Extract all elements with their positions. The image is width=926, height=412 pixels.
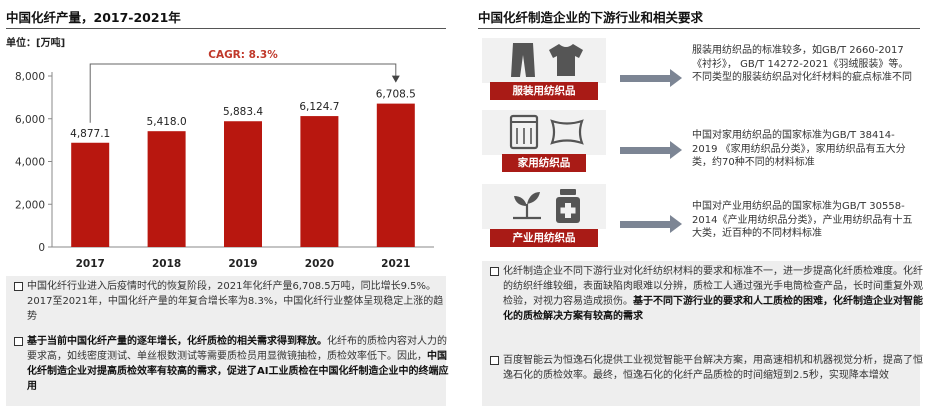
- pillow-icon: [550, 119, 584, 145]
- bar-value-label: 6,708.5: [376, 89, 416, 101]
- right-note-1-bold: 基于不同下游行业的要求和人工质检的困难，化纤制造企业对智能化的质检解决方案有较高…: [503, 296, 923, 322]
- left-note-1-text: 中国化纤行业进入后疫情时代的恢复阶段，2021年化纤产量6,708.5万吨，同比…: [27, 281, 444, 322]
- bar: [300, 116, 339, 247]
- arrow-icon: [620, 215, 682, 233]
- x-tick-label: 2018: [152, 258, 181, 270]
- bar: [71, 142, 110, 247]
- home-textile-icon-box: [482, 110, 606, 155]
- x-tick-label: 2020: [305, 258, 334, 270]
- right-notes: 化纤制造企业不同下游行业对化纤纺织材料的要求和标准不一，进一步提高化纤质检难度。…: [482, 261, 923, 406]
- left-notes: 中国化纤行业进入后疫情时代的恢复阶段，2021年化纤产量6,708.5万吨，同比…: [6, 276, 449, 406]
- production-bar-chart: 0 2,000 4,000 6,000 8,000 4,877.1 2017 5,418.0 2…: [15, 49, 434, 270]
- bar-value-label: 4,877.1: [70, 128, 110, 140]
- tshirt-icon: [549, 44, 583, 76]
- cagr-arrowhead: [391, 75, 400, 83]
- y-tick-label: 2,000: [15, 199, 45, 211]
- left-note-2-text: 化纤布的质检内容对人力的要求高，如线密度测试、单丝根数测试等需要质检员用显微镜抽…: [27, 336, 447, 362]
- apparel-icon-box: [482, 38, 606, 83]
- right-panel-title: 中国化纤制造企业的下游行业和相关要求: [478, 10, 704, 25]
- arrow-icon: [620, 69, 682, 87]
- cagr-bracket: [89, 63, 397, 123]
- category-home-desc: 中国对家用纺织品的国家标准为GB/T 38414-2019 《家用纺织品分类》，…: [692, 130, 906, 168]
- bar: [224, 121, 262, 247]
- bar: [376, 103, 415, 248]
- left-note-2-bold2: 中国化纤制造企业对提高质检效率有较高的需求，促进了AI工业质检在中国化纤制造企业…: [27, 351, 449, 392]
- category-industrial-desc: 中国对产业用纺织品的国家标准为GB/T 30558-2014《产业用纺织品分类》…: [692, 201, 913, 239]
- bar-value-label: 5,418.0: [147, 116, 187, 128]
- checkbox-bullet-icon: [14, 282, 23, 291]
- y-tick-label: 6,000: [15, 114, 45, 126]
- medicine-icon: [556, 189, 580, 223]
- left-note-2: 基于当前中国化纤产量的逐年增长，化纤质检的相关需求得到释放。化纤布的质检内容对人…: [14, 334, 449, 394]
- cagr-label: CAGR: 8.3%: [208, 49, 278, 61]
- x-tick-label: 2021: [381, 258, 410, 270]
- y-tick-label: 8,000: [15, 71, 45, 83]
- y-tick-label: 4,000: [15, 157, 45, 169]
- right-note-1-text: 化纤制造企业不同下游行业对化纤纺织材料的要求和标准不一，进一步提高化纤质检难度。…: [503, 266, 923, 307]
- right-note-2-text: 百度智能云为恒逸石化提供工业视觉智能平台解决方案，用高速相机和机器视觉分析，提高…: [503, 355, 923, 381]
- category-home-label: 家用纺织品: [502, 154, 586, 172]
- sprout-icon: [513, 192, 541, 220]
- unit-label: 单位：[万吨]: [6, 38, 66, 49]
- x-tick-label: 2017: [76, 258, 105, 270]
- category-industrial-label: 产业用纺织品: [490, 229, 598, 247]
- bar-value-label: 6,124.7: [299, 101, 339, 113]
- left-note-2-bold: 基于当前中国化纤产量的逐年增长，化纤质检的相关需求得到释放。: [27, 336, 327, 347]
- right-title-rule: [478, 28, 920, 29]
- towel-icon: [509, 114, 539, 150]
- pants-icon: [511, 43, 535, 77]
- left-panel-title: 中国化纤产量，2017-2021年: [6, 10, 181, 25]
- left-note-1: 中国化纤行业进入后疫情时代的恢复阶段，2021年化纤产量6,708.5万吨，同比…: [14, 279, 449, 324]
- checkbox-bullet-icon: [14, 337, 23, 346]
- bar-value-label: 5,883.4: [223, 106, 263, 118]
- category-apparel-desc: 服装用纺织品的标准较多，如GB/T 2660-2017《衬衫》， GB/T 14…: [692, 45, 912, 83]
- bar: [147, 131, 186, 247]
- left-title-rule: [6, 28, 446, 29]
- right-note-2: 百度智能云为恒逸石化提供工业视觉智能平台解决方案，用高速相机和机器视觉分析，提高…: [490, 353, 923, 383]
- x-tick-label: 2019: [228, 258, 257, 270]
- industrial-icon-box: [482, 184, 606, 229]
- checkbox-bullet-icon: [490, 267, 499, 276]
- arrow-icon: [620, 141, 682, 159]
- y-tick-label: 0: [38, 242, 45, 254]
- category-apparel-label: 服装用纺织品: [490, 82, 598, 100]
- checkbox-bullet-icon: [490, 356, 499, 365]
- right-note-1: 化纤制造企业不同下游行业对化纤纺织材料的要求和标准不一，进一步提高化纤质检难度。…: [490, 264, 923, 324]
